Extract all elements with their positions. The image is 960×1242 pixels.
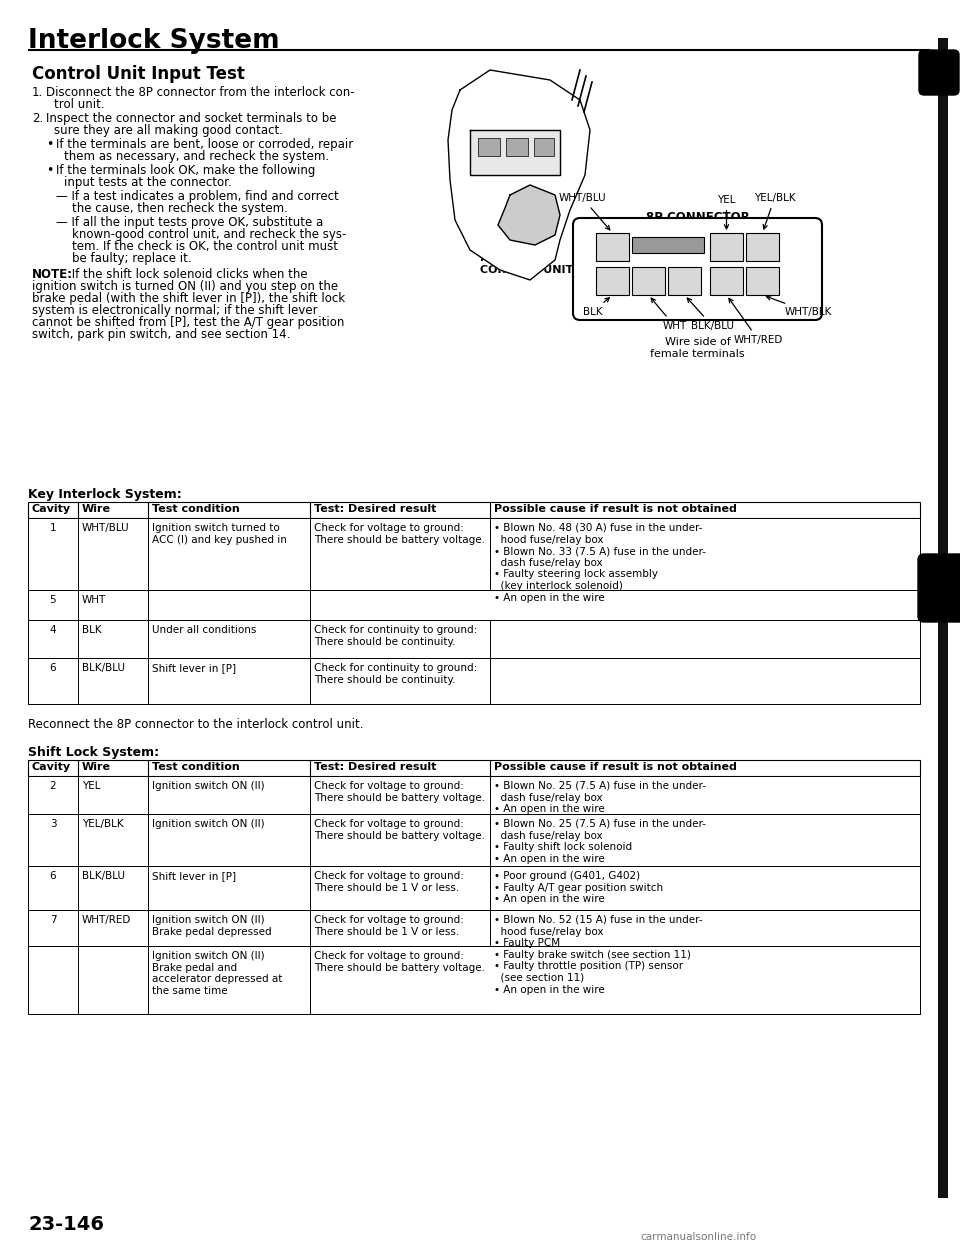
Text: Check for voltage to ground:
There should be battery voltage.: Check for voltage to ground: There shoul…	[314, 523, 485, 544]
Text: tem. If the check is OK, the control unit must: tem. If the check is OK, the control uni…	[72, 240, 338, 253]
Bar	[596, 267, 629, 296]
Text: be faulty; replace it.: be faulty; replace it.	[72, 252, 192, 265]
Bar	[710, 267, 743, 296]
Text: BLK/BLU: BLK/BLU	[82, 663, 125, 673]
Text: 8P CONNECTOR: 8P CONNECTOR	[646, 211, 750, 224]
Bar	[28, 590, 920, 620]
Text: Ignition switch ON (II): Ignition switch ON (II)	[152, 781, 265, 791]
Text: Wire: Wire	[82, 504, 111, 514]
Text: 4: 4	[609, 271, 616, 281]
Text: Control Unit Input Test: Control Unit Input Test	[32, 65, 245, 83]
Bar	[596, 233, 629, 261]
Text: 2: 2	[50, 781, 57, 791]
Text: input tests at the connector.: input tests at the connector.	[64, 176, 231, 189]
Text: — If a test indicates a problem, find and correct: — If a test indicates a problem, find an…	[56, 190, 339, 202]
Text: them as necessary, and recheck the system.: them as necessary, and recheck the syste…	[64, 150, 329, 163]
Polygon shape	[498, 185, 560, 245]
Text: Check for voltage to ground:
There should be 1 V or less.: Check for voltage to ground: There shoul…	[314, 871, 464, 893]
Text: Possible cause if result is not obtained: Possible cause if result is not obtained	[494, 763, 737, 773]
Text: Wire side of
female terminals: Wire side of female terminals	[650, 337, 745, 359]
Text: Test: Desired result: Test: Desired result	[314, 763, 437, 773]
Text: Shift Lock System:: Shift Lock System:	[28, 746, 159, 759]
Text: Test condition: Test condition	[152, 763, 240, 773]
Bar	[28, 658, 920, 704]
Text: Shift lever in [P]: Shift lever in [P]	[152, 871, 236, 881]
Text: Test condition: Test condition	[152, 504, 240, 514]
Bar	[490, 518, 920, 620]
Text: WHT: WHT	[82, 595, 107, 605]
Text: Ignition switch turned to
ACC (I) and key pushed in: Ignition switch turned to ACC (I) and ke…	[152, 523, 287, 544]
Bar	[28, 866, 920, 910]
Bar	[490, 910, 920, 1013]
Text: Cavity: Cavity	[32, 763, 71, 773]
Bar	[506, 138, 528, 156]
Text: 3: 3	[50, 818, 57, 828]
Text: brake pedal (with the shift lever in [P]), the shift lock: brake pedal (with the shift lever in [P]…	[32, 292, 346, 306]
Text: Disconnect the 8P connector from the interlock con-: Disconnect the 8P connector from the int…	[46, 86, 354, 99]
Bar	[28, 814, 920, 866]
Text: Test: Desired result: Test: Desired result	[314, 504, 437, 514]
Text: 1: 1	[609, 237, 616, 247]
Bar	[746, 233, 779, 261]
Bar	[28, 502, 920, 518]
Text: BLK: BLK	[82, 625, 102, 635]
Text: Check for continuity to ground:
There should be continuity.: Check for continuity to ground: There sh…	[314, 663, 477, 684]
Text: 7: 7	[50, 915, 57, 925]
Text: Check for continuity to ground:
There should be continuity.: Check for continuity to ground: There sh…	[314, 625, 477, 647]
Text: • Blown No. 48 (30 A) fuse in the under-
  hood fuse/relay box
• Blown No. 33 (7: • Blown No. 48 (30 A) fuse in the under-…	[494, 523, 706, 602]
Text: • Blown No. 25 (7.5 A) fuse in the under-
  dash fuse/relay box
• Faulty shift l: • Blown No. 25 (7.5 A) fuse in the under…	[494, 818, 706, 863]
FancyBboxPatch shape	[573, 219, 822, 320]
Text: 1.: 1.	[32, 86, 43, 99]
Text: NOTE:: NOTE:	[32, 268, 73, 281]
Text: Key Interlock System:: Key Interlock System:	[28, 488, 181, 501]
Polygon shape	[448, 70, 590, 279]
Text: carmanualsonline.info: carmanualsonline.info	[640, 1232, 756, 1242]
Text: Under all conditions: Under all conditions	[152, 625, 256, 635]
Bar	[28, 620, 920, 658]
Text: 6: 6	[681, 271, 688, 281]
Bar	[710, 233, 743, 261]
Text: WHT: WHT	[651, 298, 686, 332]
Text: Inspect the connector and socket terminals to be: Inspect the connector and socket termina…	[46, 112, 337, 125]
Text: cannot be shifted from [P], test the A/T gear position: cannot be shifted from [P], test the A/T…	[32, 315, 345, 329]
Text: 2: 2	[723, 237, 730, 247]
Text: 5: 5	[50, 595, 57, 605]
Text: BLK/BLU: BLK/BLU	[82, 871, 125, 881]
Text: 7: 7	[723, 271, 730, 281]
Bar	[28, 910, 920, 946]
Text: WHT/BLU: WHT/BLU	[559, 193, 610, 230]
Bar	[632, 267, 665, 296]
Text: Check for voltage to ground:
There should be battery voltage.: Check for voltage to ground: There shoul…	[314, 781, 485, 802]
Text: Possible cause if result is not obtained: Possible cause if result is not obtained	[494, 504, 737, 514]
Text: • Blown No. 52 (15 A) fuse in the under-
  hood fuse/relay box
• Faulty PCM
• Fa: • Blown No. 52 (15 A) fuse in the under-…	[494, 915, 703, 995]
Text: — If all the input tests prove OK, substitute a: — If all the input tests prove OK, subst…	[56, 216, 324, 229]
Text: WHT/BLK: WHT/BLK	[766, 296, 832, 317]
Bar	[28, 946, 920, 1013]
Text: Interlock System: Interlock System	[28, 29, 279, 53]
Text: Check for voltage to ground:
There should be battery voltage.: Check for voltage to ground: There shoul…	[314, 818, 485, 841]
Text: trol unit.: trol unit.	[54, 98, 105, 111]
Text: WHT/RED: WHT/RED	[82, 915, 132, 925]
Text: 2.: 2.	[32, 112, 43, 125]
Bar	[28, 760, 920, 776]
Bar	[28, 776, 920, 814]
Text: YEL: YEL	[82, 781, 101, 791]
Bar	[478, 138, 500, 156]
Text: 8: 8	[759, 271, 766, 281]
Text: • Blown No. 25 (7.5 A) fuse in the under-
  dash fuse/relay box
• An open in the: • Blown No. 25 (7.5 A) fuse in the under…	[494, 781, 706, 815]
Text: 23-146: 23-146	[28, 1215, 104, 1235]
Text: BLK: BLK	[583, 298, 610, 317]
Text: • Poor ground (G401, G402)
• Faulty A/T gear position switch
• An open in the wi: • Poor ground (G401, G402) • Faulty A/T …	[494, 871, 663, 904]
Text: INTERLOCK
CONTROL UNIT: INTERLOCK CONTROL UNIT	[480, 253, 573, 274]
Text: Check for voltage to ground:
There should be battery voltage.: Check for voltage to ground: There shoul…	[314, 951, 485, 972]
Text: Wire: Wire	[82, 763, 111, 773]
Text: 6: 6	[50, 871, 57, 881]
Text: Ignition switch ON (II)
Brake pedal and
accelerator depressed at
the same time: Ignition switch ON (II) Brake pedal and …	[152, 951, 282, 996]
Text: 1: 1	[50, 523, 57, 533]
Text: sure they are all making good contact.: sure they are all making good contact.	[54, 124, 283, 137]
Text: If the terminals are bent, loose or corroded, repair: If the terminals are bent, loose or corr…	[56, 138, 353, 152]
Text: If the shift lock solenoid clicks when the: If the shift lock solenoid clicks when t…	[68, 268, 307, 281]
Text: Cavity: Cavity	[32, 504, 71, 514]
Text: switch, park pin switch, and see section 14.: switch, park pin switch, and see section…	[32, 328, 290, 342]
Text: system is electronically normal; if the shift lever: system is electronically normal; if the …	[32, 304, 318, 317]
